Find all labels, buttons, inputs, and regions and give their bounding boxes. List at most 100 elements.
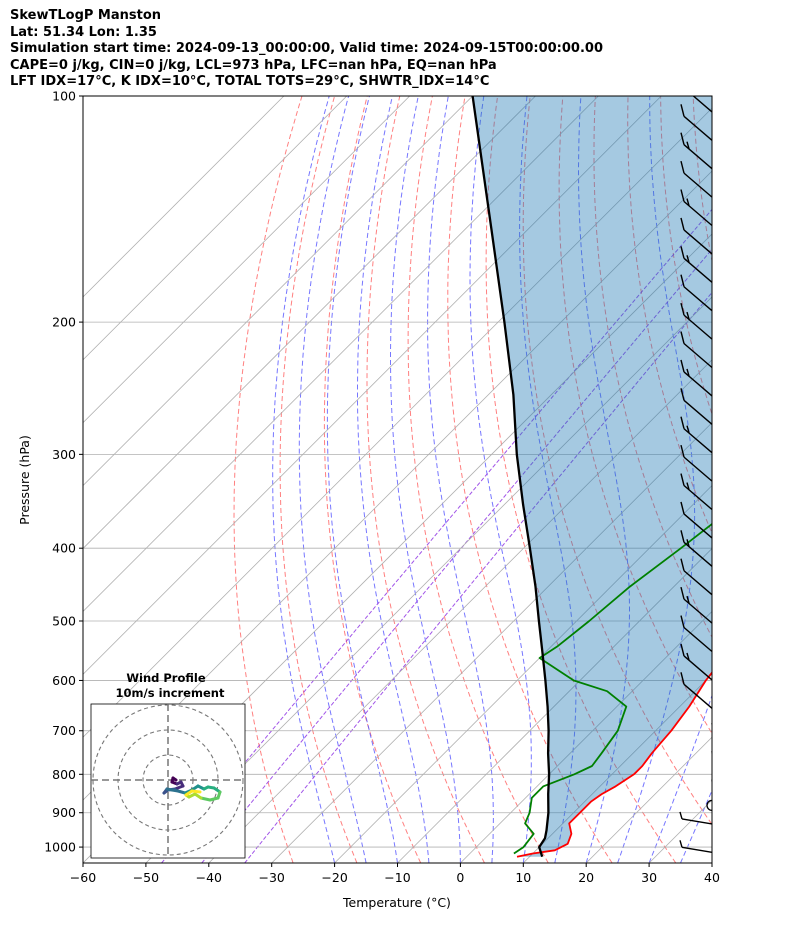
moist-adiabat-line bbox=[711, 861, 712, 863]
x-tick-label: 0 bbox=[456, 870, 464, 885]
x-tick-label: −20 bbox=[321, 870, 347, 885]
calm-wind-marker bbox=[706, 799, 712, 812]
dry-adiabat-line bbox=[279, 96, 358, 863]
isotherm-line bbox=[83, 96, 348, 361]
y-tick-label: 500 bbox=[52, 613, 76, 628]
x-tick-label: −60 bbox=[70, 870, 96, 885]
hodograph-trace bbox=[199, 796, 212, 802]
y-tick-label: 200 bbox=[52, 315, 76, 330]
wind-barb bbox=[680, 160, 712, 198]
x-tick-label: −50 bbox=[133, 870, 159, 885]
wind-barb bbox=[680, 359, 712, 397]
dry-adiabat-line bbox=[366, 96, 485, 863]
hodograph-title: Wind Profile bbox=[126, 671, 206, 685]
stable-area-shading bbox=[472, 96, 712, 857]
hodograph-subtitle: 10m/s increment bbox=[116, 686, 225, 700]
dry-adiabat-line bbox=[323, 96, 422, 863]
moist-adiabat-line bbox=[427, 96, 494, 863]
title-line: LFT IDX=17°C, K IDX=10°C, TOTAL TOTS=29°… bbox=[10, 74, 490, 90]
dry-adiabat-line bbox=[758, 96, 794, 863]
wind-barb bbox=[711, 750, 712, 761]
moist-adiabat-line bbox=[326, 96, 398, 863]
wind-barb bbox=[711, 722, 712, 733]
isotherm-line bbox=[83, 96, 285, 298]
x-tick-label: 20 bbox=[578, 870, 594, 885]
isotherm-line bbox=[523, 673, 712, 863]
x-tick-label: −10 bbox=[384, 870, 410, 885]
title-line: SkewTLogP Manston bbox=[10, 8, 162, 23]
moist-adiabat-line bbox=[298, 96, 367, 863]
wind-barb bbox=[680, 586, 712, 624]
wind-barb bbox=[680, 217, 712, 255]
moist-adiabat-line bbox=[648, 694, 712, 863]
x-axis-label: Temperature (°C) bbox=[342, 895, 451, 910]
hodograph-trace bbox=[190, 789, 202, 794]
dry-adiabat-line bbox=[233, 96, 303, 863]
isotherm-line bbox=[83, 96, 410, 424]
isotherm-line bbox=[271, 422, 712, 863]
x-tick-label: 30 bbox=[641, 870, 657, 885]
wind-barb bbox=[680, 388, 712, 425]
wind-barb bbox=[680, 473, 712, 511]
isotherm-line bbox=[83, 96, 599, 612]
wind-barb bbox=[680, 672, 712, 709]
moist-adiabat-line bbox=[272, 96, 336, 863]
y-tick-label: 400 bbox=[52, 541, 76, 556]
title-line: CAPE=0 j/kg, CIN=0 j/kg, LCL=973 hPa, LF… bbox=[10, 57, 497, 73]
y-tick-label: 900 bbox=[52, 805, 76, 820]
mixing-ratio-line bbox=[244, 291, 712, 863]
wind-barb bbox=[680, 189, 712, 227]
isotherm-line bbox=[711, 862, 712, 863]
isotherm-line bbox=[460, 610, 712, 863]
hodograph-inset: Wind Profile 10m/s increment bbox=[90, 671, 246, 859]
x-tick-label: −40 bbox=[196, 870, 222, 885]
moist-adiabat-line bbox=[617, 96, 696, 863]
dry-adiabat-line bbox=[522, 96, 712, 826]
y-tick-label: 600 bbox=[52, 673, 76, 688]
wind-barb bbox=[711, 778, 712, 790]
wind-barb bbox=[679, 840, 712, 854]
wind-barb bbox=[692, 96, 712, 113]
moist-adiabat-line bbox=[390, 96, 461, 863]
title-line: Lat: 51.34 Lon: 1.35 bbox=[10, 24, 157, 40]
x-tick-label: 10 bbox=[515, 870, 531, 885]
isotherm-line bbox=[397, 547, 712, 863]
parcel-profile-line bbox=[471, 96, 551, 858]
isotherm-line bbox=[334, 485, 712, 863]
isotherm-line bbox=[83, 96, 536, 550]
wind-barb bbox=[680, 246, 712, 283]
isotherm-line bbox=[208, 359, 712, 863]
wind-barb bbox=[680, 132, 712, 170]
moist-adiabat-line bbox=[357, 96, 430, 863]
isotherm-line bbox=[145, 296, 712, 863]
wind-barb bbox=[679, 811, 712, 825]
x-tick-label: −30 bbox=[259, 870, 285, 885]
chart-title: SkewTLogP Manston Lat: 51.34 Lon: 1.35 S… bbox=[10, 8, 603, 91]
wind-barb bbox=[680, 615, 712, 653]
y-tick-label: 800 bbox=[52, 767, 76, 782]
x-tick-label: 40 bbox=[704, 870, 720, 885]
isotherm-line bbox=[83, 107, 712, 738]
isotherm-line bbox=[83, 96, 473, 487]
dry-adiabat-line bbox=[558, 96, 712, 735]
temperature-line bbox=[516, 671, 712, 858]
wind-barb bbox=[680, 416, 712, 454]
mixing-ratio-line bbox=[161, 208, 712, 863]
title-line: Simulation start time: 2024-09-13_00:00:… bbox=[10, 41, 603, 57]
wind-barb bbox=[680, 331, 712, 369]
y-tick-label: 700 bbox=[52, 723, 76, 738]
isotherm-line bbox=[83, 96, 662, 675]
dry-adiabat-line bbox=[447, 96, 613, 863]
dry-adiabat-line bbox=[660, 96, 712, 416]
wind-barb bbox=[680, 302, 712, 340]
wind-barb bbox=[680, 643, 712, 681]
dry-adiabat-line bbox=[726, 96, 794, 863]
wind-barb bbox=[680, 104, 712, 141]
wind-barb bbox=[680, 530, 712, 567]
y-tick-label: 300 bbox=[52, 447, 76, 462]
y-tick-label: 100 bbox=[52, 89, 76, 104]
wind-barb bbox=[680, 444, 712, 482]
mixing-ratio-line bbox=[201, 248, 712, 863]
isotherm-line bbox=[775, 96, 794, 863]
